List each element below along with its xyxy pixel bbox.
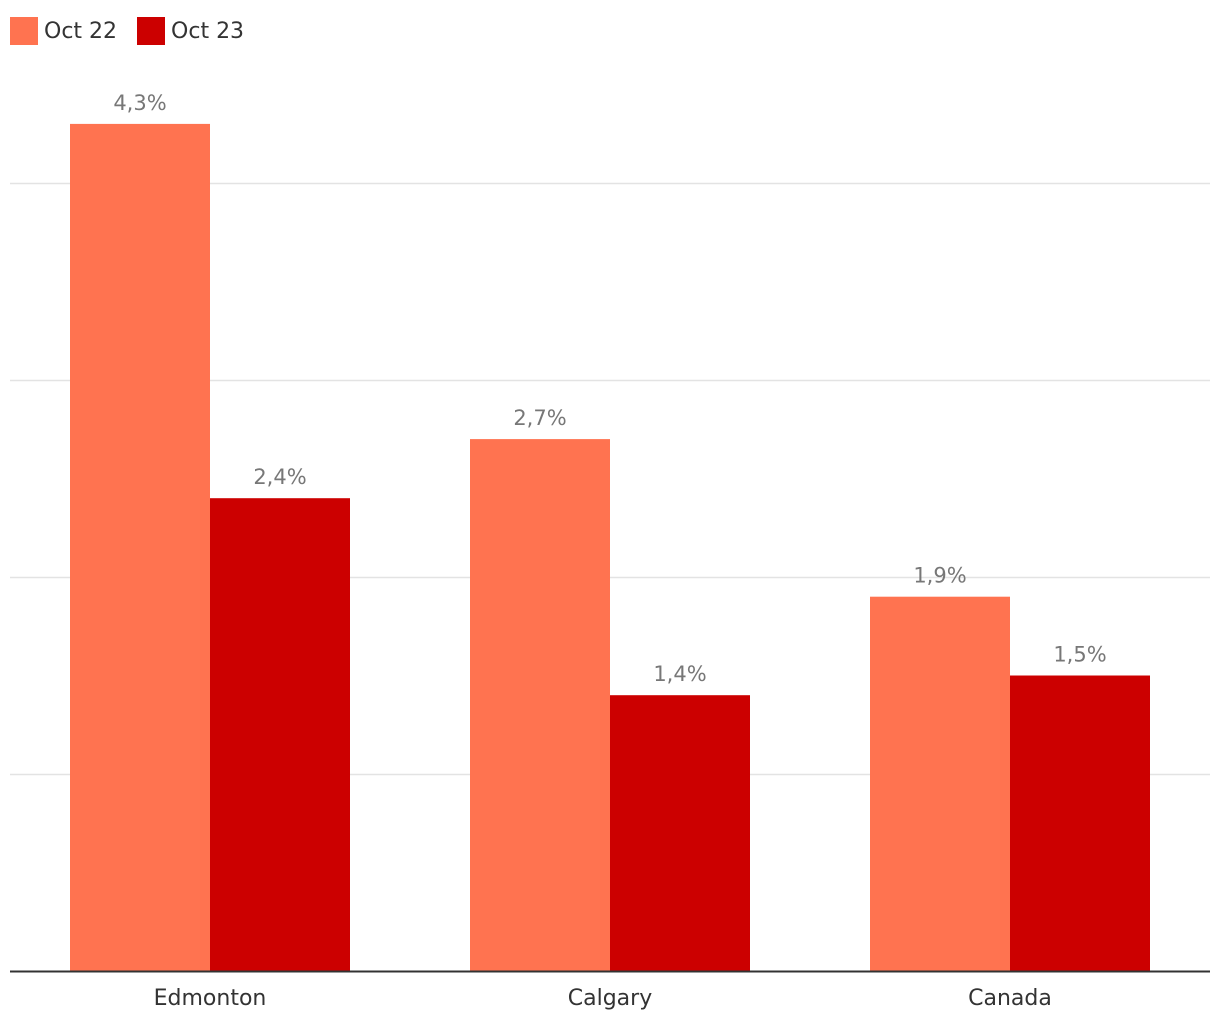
value-label: 1,5% [1053, 643, 1106, 667]
category-labels: Edmonton Calgary Canada [154, 986, 1052, 1011]
legend-item-oct-23: Oct 23 [137, 17, 244, 45]
category-label-calgary: Calgary [568, 986, 652, 1011]
value-label: 4,3% [113, 91, 166, 115]
legend: Oct 22 Oct 23 [10, 16, 264, 46]
bar-canada-oct-22 [870, 596, 1010, 971]
category-label-canada: Canada [968, 986, 1052, 1011]
category-label-edmonton: Edmonton [154, 986, 267, 1011]
legend-label-oct-22: Oct 22 [44, 18, 118, 44]
value-labels: 4,3% 2,4% 2,7% 1,4% 1,9% 1,5% [113, 91, 1106, 686]
bar-edmonton-oct-23 [210, 498, 350, 971]
value-label: 1,9% [913, 564, 966, 588]
bars [70, 123, 1150, 972]
bar-calgary-oct-22 [470, 439, 610, 972]
legend-label-oct-23: Oct 23 [171, 18, 245, 44]
bar-calgary-oct-23 [610, 695, 750, 971]
value-label: 2,4% [253, 465, 306, 489]
legend-swatch-oct-22 [10, 17, 38, 45]
value-label: 1,4% [653, 662, 706, 686]
value-label: 2,7% [513, 406, 566, 430]
bar-canada-oct-23 [1010, 675, 1150, 971]
legend-item-oct-22: Oct 22 [10, 17, 117, 45]
bar-edmonton-oct-22 [70, 123, 210, 971]
legend-swatch-oct-23 [137, 17, 166, 45]
